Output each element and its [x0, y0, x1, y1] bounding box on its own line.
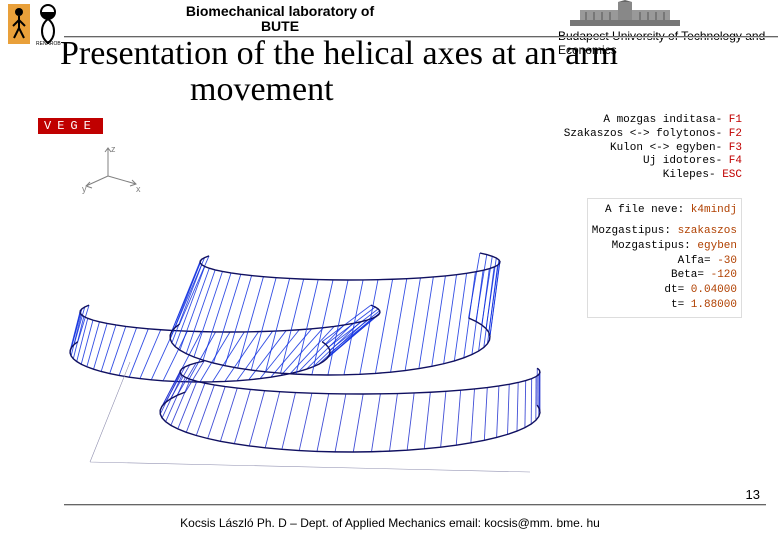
- title-l1: Presentation of the helical axes at an a…: [60, 35, 618, 72]
- legend-key-row: Uj idotores- F4: [564, 155, 742, 169]
- footer-text: Kocsis László Ph. D – Dept. of Applied M…: [0, 516, 780, 530]
- vege-badge: VEGE: [38, 118, 103, 134]
- legend-param-row: Mozgastipus: egyben: [592, 239, 737, 254]
- legend-key-row: Szakaszos <-> folytonos- F2: [564, 128, 742, 142]
- title-l2: movement: [190, 72, 700, 108]
- page-number: 13: [746, 487, 760, 502]
- legend-key-row: Kilepes- ESC: [564, 169, 742, 183]
- lab-name-l2: BUTE: [261, 18, 299, 34]
- axis-z-label: z: [111, 144, 116, 154]
- legend-key-row: A mozgas inditasa- F1: [564, 114, 742, 128]
- lab-name-l1: Biomechanical laboratory of: [186, 3, 374, 19]
- legend-file-row: A file neve: k4mindj: [592, 203, 737, 218]
- university-logo-icon: [570, 0, 680, 30]
- footer-rule: [64, 504, 766, 506]
- lab-name: Biomechanical laboratory of BUTE: [150, 4, 410, 35]
- slide-page: RENAROB Biomechanical laboratory of BUTE…: [0, 0, 780, 540]
- legend-keys: A mozgas inditasa- F1Szakaszos <-> folyt…: [564, 114, 742, 183]
- legend-param-row: Mozgastipus: szakaszos: [592, 224, 737, 239]
- lab-logo-icon: RENAROB: [6, 2, 64, 46]
- helical-axes-plot: [50, 172, 570, 492]
- legend-key-row: Kulon <-> egyben- F3: [564, 142, 742, 156]
- legend-param-row: Beta= -120: [592, 268, 737, 283]
- svg-text:RENAROB: RENAROB: [36, 41, 61, 46]
- legend-param-row: dt= 0.04000: [592, 283, 737, 298]
- legend-param-row: Alfa= -30: [592, 254, 737, 269]
- figure-area: VEGE z x y A mozgas inditasa- F1Szakaszo…: [30, 112, 750, 492]
- slide-title: Presentation of the helical axes at an a…: [60, 36, 700, 107]
- legend-param-row: t= 1.88000: [592, 298, 737, 313]
- legend-params: A file neve: k4mindj Mozgastipus: szakasz…: [587, 198, 742, 318]
